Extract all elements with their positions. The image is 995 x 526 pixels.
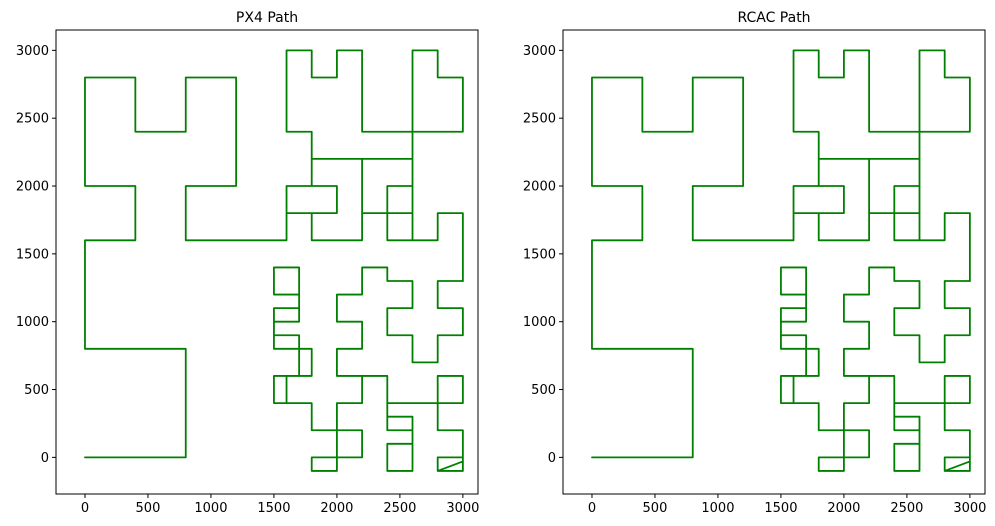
px4-path-panel: PX4 Path 0 500 1000 1500 2000 2500 3000 0 500 100… [16, 10, 480, 516]
px4-y-tick-label: 1000 [16, 315, 49, 330]
rcac-x-tick-label: 2500 [890, 501, 923, 516]
px4-x-tick-label: 2000 [320, 501, 353, 516]
rcac-y-tick-label: 500 [531, 383, 556, 398]
rcac-x-tick-label: 1000 [701, 501, 734, 516]
rcac-axis-ticks: 0 500 1000 1500 2000 2500 3000 0 500 1000 1500 2000… [523, 44, 987, 516]
rcac-y-tick-label: 3000 [523, 44, 556, 59]
px4-x-tick-label: 500 [136, 501, 161, 516]
px4-axis-ticks: 0 500 1000 1500 2000 2500 3000 0 500 1000 1500 2000… [16, 44, 480, 516]
px4-x-tick-label: 1000 [194, 501, 227, 516]
px4-path-segment-2 [273, 266, 464, 472]
px4-y-tick-label: 0 [41, 451, 49, 466]
rcac-path-segment-2 [780, 266, 971, 472]
rcac-y-tick-label: 1500 [523, 247, 556, 262]
rcac-path-panel: RCAC Path 0 500 1000 1500 2000 2500 3000 0 500 10… [523, 10, 987, 516]
rcac-path-lines [591, 49, 971, 472]
px4-path-lines [84, 49, 464, 472]
px4-y-tick-label: 3000 [16, 44, 49, 59]
rcac-y-tick-label: 2500 [523, 112, 556, 127]
rcac-x-tick-label: 500 [643, 501, 668, 516]
rcac-y-tick-label: 1000 [523, 315, 556, 330]
px4-plot-area [55, 29, 479, 495]
px4-path-segment-1 [84, 49, 464, 459]
rcac-x-tick-label: 3000 [953, 501, 986, 516]
rcac-plot-area [562, 29, 986, 495]
px4-x-tick-label: 3000 [446, 501, 479, 516]
px4-y-tick-label: 2000 [16, 180, 49, 195]
px4-x-tick-label: 1500 [257, 501, 290, 516]
rcac-x-tick-label: 2000 [827, 501, 860, 516]
rcac-y-tick-label: 0 [548, 451, 556, 466]
rcac-x-tick-label: 1500 [764, 501, 797, 516]
px4-chart-title: PX4 Path [236, 10, 298, 26]
px4-y-tick-label: 1500 [16, 247, 49, 262]
rcac-y-tick-label: 2000 [523, 180, 556, 195]
px4-y-tick-label: 500 [24, 383, 49, 398]
rcac-path-segment-1 [591, 49, 971, 459]
px4-y-tick-label: 2500 [16, 112, 49, 127]
rcac-chart-title: RCAC Path [737, 10, 810, 26]
rcac-x-tick-label: 0 [588, 501, 596, 516]
px4-x-tick-label: 0 [81, 501, 89, 516]
px4-x-tick-label: 2500 [383, 501, 416, 516]
